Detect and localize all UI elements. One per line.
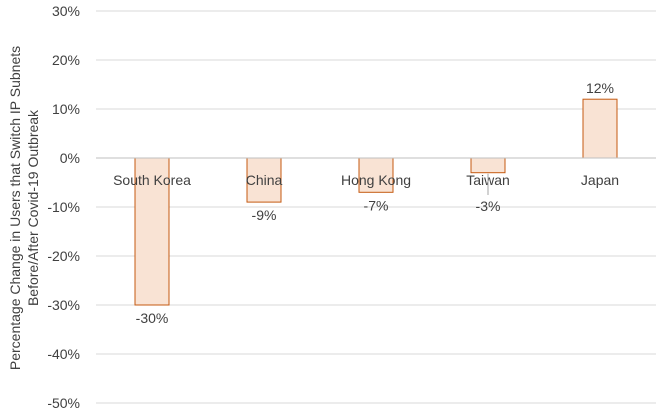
bar-china (246, 157, 282, 203)
data-label: -9% (252, 207, 277, 223)
data-label: -3% (476, 198, 501, 214)
y-tick-label: -40% (47, 346, 80, 362)
bar-hong-kong (358, 157, 394, 193)
bar-taiwan (470, 157, 506, 174)
gridlines (96, 10, 656, 404)
y-axis-title: Percentage Change in Users that Switch I… (7, 46, 41, 370)
data-label: -7% (364, 197, 389, 213)
y-tick-label: -30% (47, 297, 80, 313)
bar-japan (582, 98, 618, 159)
category-labels: South Korea China Hong Kong Taiwan Japan (113, 172, 619, 188)
y-tick-label: -10% (47, 199, 80, 215)
category-label: South Korea (113, 172, 191, 188)
y-tick-label: -20% (47, 248, 80, 264)
y-tick-label: 20% (52, 52, 80, 68)
y-axis-title-line-2: Before/After Covid-19 Outbreak (25, 109, 41, 306)
category-label: Japan (581, 172, 619, 188)
data-label: 12% (586, 80, 614, 96)
y-axis-ticks: 30% 20% 10% 0% -10% -20% -30% -40% -50% (47, 3, 80, 411)
data-label: -30% (136, 310, 169, 326)
y-tick-label: 0% (60, 150, 80, 166)
y-tick-label: 30% (52, 3, 80, 19)
category-label: Hong Kong (341, 172, 411, 188)
bars (134, 98, 618, 306)
bar-south-korea (134, 157, 170, 306)
y-tick-label: -50% (47, 395, 80, 411)
y-axis-title-line-1: Percentage Change in Users that Switch I… (7, 46, 23, 370)
data-labels: -30% -9% -7% -3% 12% (136, 80, 614, 326)
y-tick-label: 10% (52, 101, 80, 117)
category-label: China (246, 172, 283, 188)
